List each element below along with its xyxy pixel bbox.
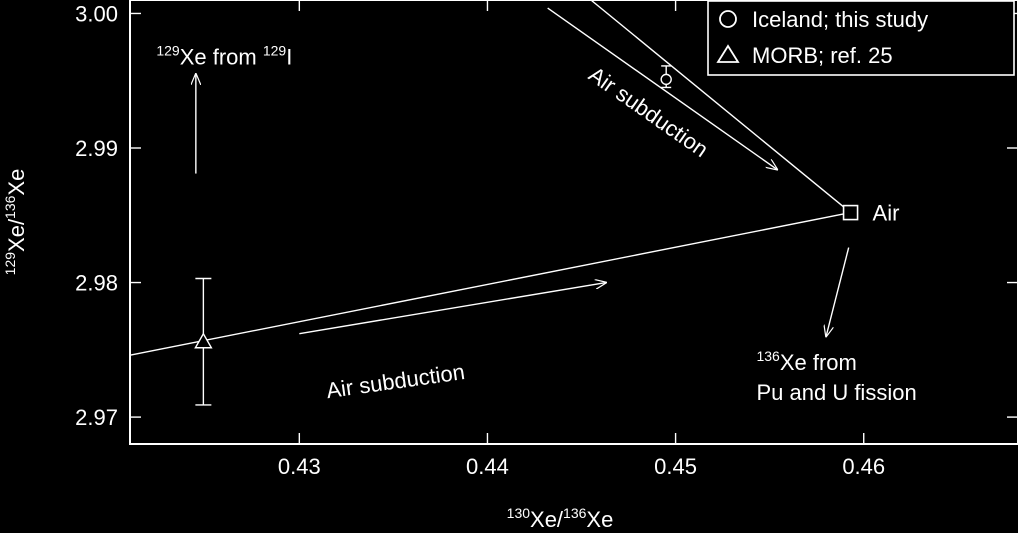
data-points: Air <box>194 65 900 406</box>
annotation-arrow-airsub-lower <box>299 283 606 335</box>
annotation-arrow-airsub-upper <box>547 7 778 169</box>
x-tick-label: 0.44 <box>466 454 509 479</box>
annotation-airsub-lower: Air subduction <box>325 359 467 403</box>
y-tick-label: 2.99 <box>75 136 118 161</box>
legend-triangle-icon <box>716 44 740 63</box>
legend-circle-icon <box>719 10 737 28</box>
plot-frame <box>129 0 1018 445</box>
annotation-arrow-fission <box>826 247 850 337</box>
morb-point <box>194 332 213 349</box>
x-tick-label: 0.43 <box>278 454 321 479</box>
x-tick-label: 0.46 <box>842 454 885 479</box>
annotation-fission: 136Xe from <box>756 348 856 375</box>
iceland-point <box>660 73 672 86</box>
mixing-lines <box>129 0 852 356</box>
y-axis-label: 129Xe/136Xe <box>2 169 29 276</box>
annotation-airsub-upper: Air subduction <box>584 62 713 162</box>
legend-box <box>707 0 1015 76</box>
air-point <box>842 204 859 221</box>
legend: Iceland; this study MORB; ref. 25 <box>707 0 1015 76</box>
air-label: Air <box>873 201 900 226</box>
mixing-line-2 <box>590 0 852 214</box>
legend-label: Iceland; this study <box>752 7 928 32</box>
x-axis-label: 130Xe/136Xe <box>507 505 614 532</box>
y-tick-label: 3.00 <box>75 1 118 26</box>
annotation-i129: 129Xe from 129I <box>156 43 292 70</box>
x-tick-label: 0.45 <box>654 454 697 479</box>
y-tick-label: 2.97 <box>75 405 118 430</box>
legend-label: MORB; ref. 25 <box>752 43 893 68</box>
annotation-fission-line2: Pu and U fission <box>756 380 916 405</box>
mixing-line-1 <box>129 211 851 356</box>
y-tick-label: 2.98 <box>75 271 118 296</box>
y-axis: 2.97 2.98 2.99 3.00 <box>75 1 1018 430</box>
x-axis: 0.43 0.44 0.45 0.46 <box>278 0 885 479</box>
